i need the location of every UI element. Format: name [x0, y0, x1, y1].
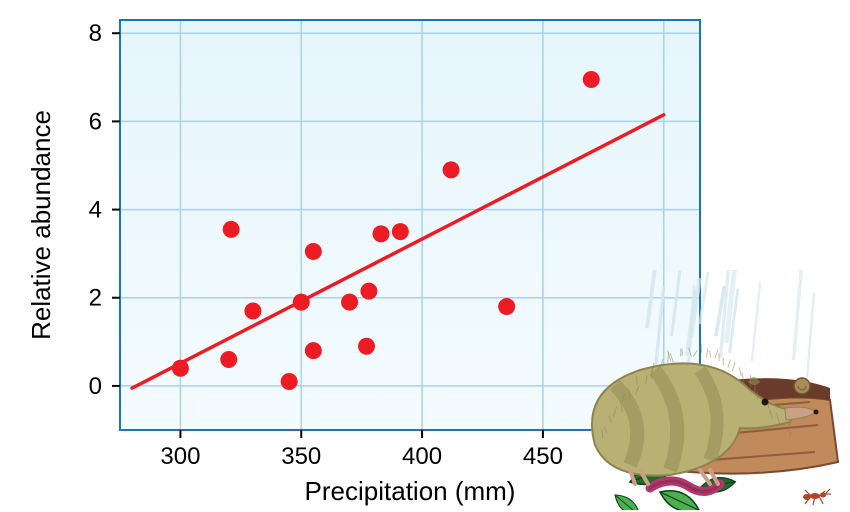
data-point: [220, 351, 237, 368]
data-point: [281, 373, 298, 390]
x-axis-label: Precipitation (mm): [305, 476, 516, 506]
data-point: [223, 221, 240, 238]
rain-streak: [752, 283, 760, 361]
data-point: [443, 161, 460, 178]
y-tick-label: 4: [89, 197, 102, 224]
data-point: [373, 225, 390, 242]
ant-icon: [803, 489, 831, 505]
y-tick-label: 2: [89, 285, 102, 312]
x-tick-label: 300: [160, 443, 200, 470]
rain-streak: [806, 294, 814, 391]
data-point: [172, 360, 189, 377]
y-tick-label: 6: [89, 108, 102, 135]
rain-streak: [672, 272, 680, 334]
data-point: [498, 298, 515, 315]
rain-streak: [794, 270, 802, 359]
y-tick-label: 0: [89, 373, 102, 400]
data-point: [305, 243, 322, 260]
rain-streak: [647, 270, 655, 326]
data-point: [341, 294, 358, 311]
data-point: [583, 71, 600, 88]
figure-container: { "chart": { "type": "scatter-with-regre…: [0, 0, 850, 512]
data-point: [358, 338, 375, 355]
data-point: [293, 294, 310, 311]
rain-streak: [656, 288, 664, 367]
data-point: [244, 302, 261, 319]
x-tick-label: 450: [523, 443, 563, 470]
data-point: [360, 283, 377, 300]
shrew-illustration: [560, 270, 850, 510]
x-tick-label: 400: [402, 443, 442, 470]
snail-icon: [794, 378, 810, 394]
x-tick-label: 350: [281, 443, 321, 470]
data-point: [305, 342, 322, 359]
y-tick-label: 8: [89, 20, 102, 47]
data-point: [392, 223, 409, 240]
y-axis-label: Relative abundance: [26, 110, 56, 340]
